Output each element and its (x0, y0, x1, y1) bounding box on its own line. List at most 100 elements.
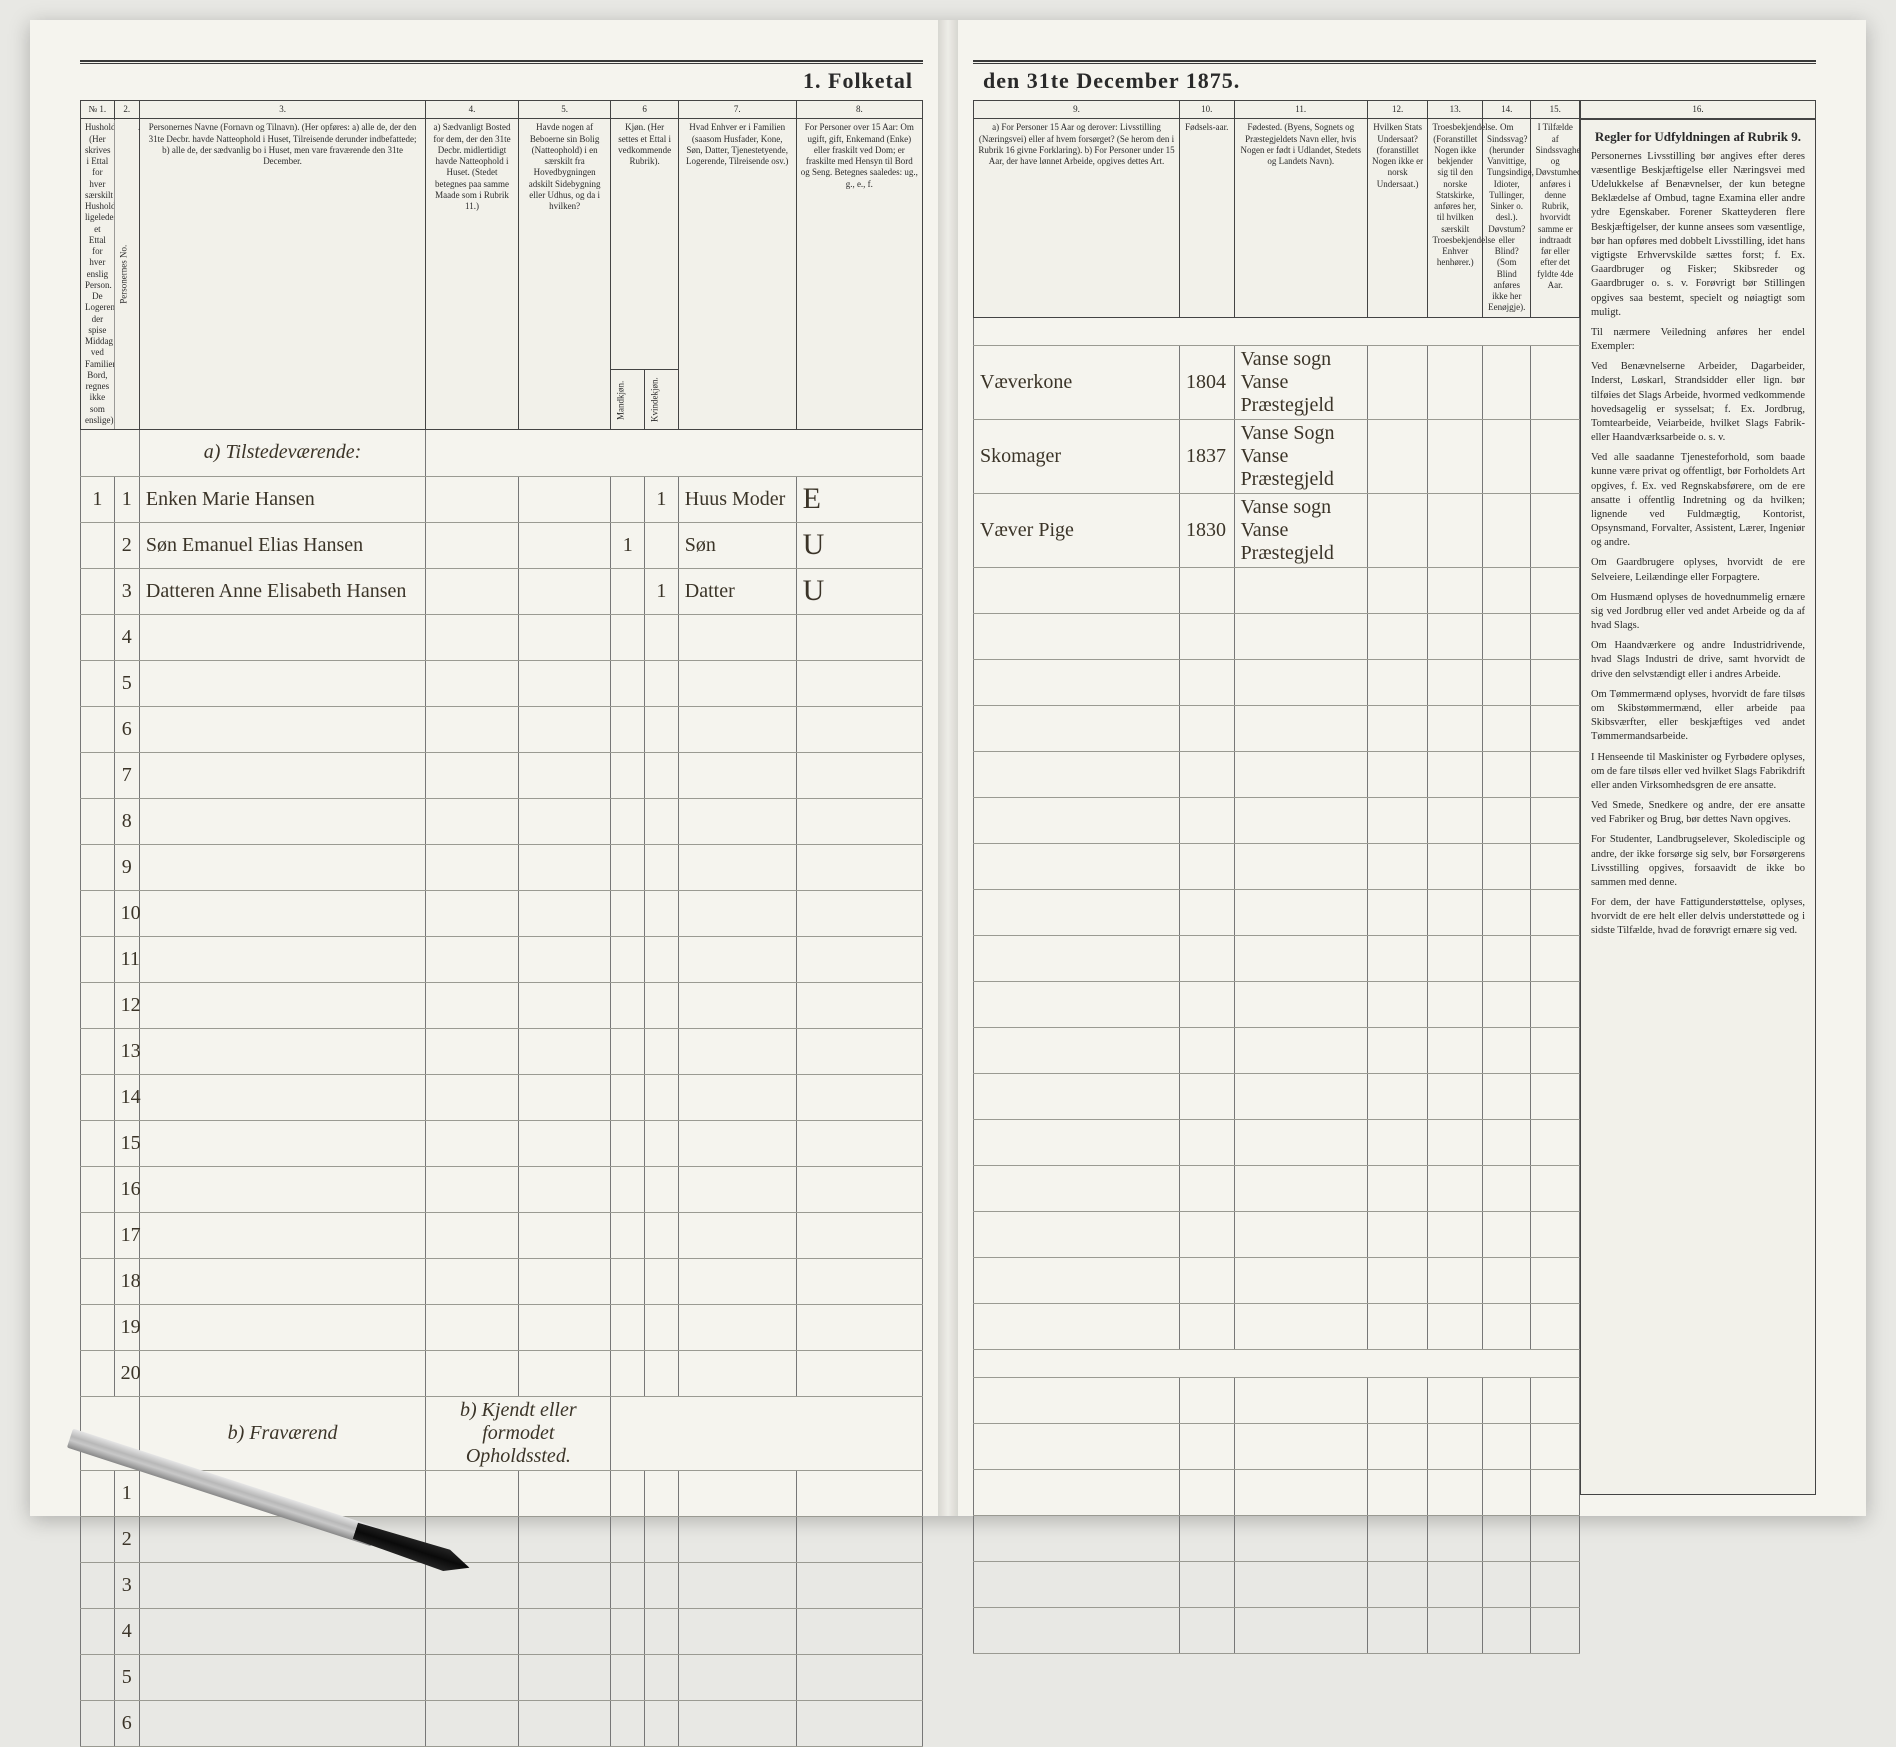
colnum-11: 11. (1234, 101, 1367, 119)
colnum-16: 16. (1580, 101, 1815, 119)
table-row (974, 1212, 1580, 1258)
colnum-8: 8. (796, 101, 922, 119)
head-11: Fødested. (Byens, Sognets og Præstegjeld… (1234, 119, 1367, 317)
section-a: a) Tilstedeværende: (139, 430, 425, 476)
census-ledger: 1. Folketal № 1. 2. 3. 4. 5. 6 7. 8. Hus… (30, 20, 1866, 1516)
book-spine (938, 20, 958, 1516)
instructions-para: I Henseende til Maskinister og Fyrbødere… (1591, 751, 1805, 794)
table-row (974, 1516, 1580, 1562)
table-row: 14 (81, 1074, 923, 1120)
table-row (974, 844, 1580, 890)
table-row: 5 (81, 660, 923, 706)
head-6k: Kvindekjøn. (645, 370, 679, 430)
instructions-para: For dem, der have Fattigunderstøttelse, … (1591, 896, 1805, 939)
instructions-para: Om Gaardbrugere oplyses, hvorvidt de ere… (1591, 556, 1805, 584)
head-12: Hvilken Stats Undersaat? (foranstillet N… (1367, 119, 1428, 317)
right-page: den 31te December 1875. 9. 10. 11. 12. 1… (943, 20, 1866, 1516)
table-row: 9 (81, 844, 923, 890)
table-row (974, 1120, 1580, 1166)
instructions-para: For Studenter, Landbrugselever, Skoledis… (1591, 833, 1805, 890)
table-row (974, 568, 1580, 614)
left-body: a) Tilstedeværende: 11Enken Marie Hansen… (80, 430, 923, 1747)
table-row (974, 1470, 1580, 1516)
colnum-2: 2. (114, 101, 139, 119)
instructions-para: Om Tømmermænd oplyses, hvorvidt de fare … (1591, 688, 1805, 745)
table-row (974, 1074, 1580, 1120)
instructions-para: Ved Benævnelserne Arbeider, Dagarbeider,… (1591, 360, 1805, 445)
table-row: 6 (81, 1700, 923, 1746)
table-row (974, 890, 1580, 936)
table-row (974, 1424, 1580, 1470)
table-row: 11 (81, 936, 923, 982)
head-8: For Personer over 15 Aar: Om ugift, gift… (796, 119, 922, 430)
head-9: a) For Personer 15 Aar og derover: Livss… (974, 119, 1180, 317)
table-row: 2 (81, 1516, 923, 1562)
colnum-4: 4. (426, 101, 519, 119)
right-body: Væverkone1804Vanse sogn Vanse Præstegjel… (973, 318, 1580, 1655)
head-10: Fødsels-aar. (1180, 119, 1235, 317)
table-row: 20 (81, 1350, 923, 1396)
instructions-para: Personernes Livsstilling bør angives eft… (1591, 150, 1805, 320)
table-row: 10 (81, 890, 923, 936)
section-b-col4: b) Kjendt eller formodet Opholdssted. (426, 1396, 611, 1470)
head-5: Havde nogen af Beboerne sin Bolig (Natte… (518, 119, 611, 430)
head-1: Husholdninger. (Her skrives i Ettal for … (81, 119, 115, 430)
head-4: a) Sædvanligt Bosted for dem, der den 31… (426, 119, 519, 430)
table-row: 13 (81, 1028, 923, 1074)
table-row: 8 (81, 798, 923, 844)
table-row: 12 (81, 982, 923, 1028)
table-row: 11Enken Marie Hansen1Huus ModerE (81, 476, 923, 522)
colnum-9: 9. (974, 101, 1180, 119)
colnum-14: 14. (1482, 101, 1530, 119)
colnum-10: 10. (1180, 101, 1235, 119)
table-row (974, 1258, 1580, 1304)
top-rule (80, 60, 923, 64)
head-13: Troesbekjendelse. (Foranstillet Nogen ik… (1428, 119, 1483, 317)
table-row: 7 (81, 752, 923, 798)
table-row: 4 (81, 1608, 923, 1654)
colnum-15: 15. (1531, 101, 1580, 119)
colnum-5: 5. (518, 101, 611, 119)
instructions-para: Om Haandværkere og andre Industridrivend… (1591, 639, 1805, 682)
head-6m: Mandkjøn. (611, 370, 645, 430)
colnum-12: 12. (1367, 101, 1428, 119)
table-row (974, 1166, 1580, 1212)
top-rule-r (973, 60, 1816, 64)
ledger-title-right: den 31te December 1875. (973, 66, 1816, 100)
instructions-para: Til nærmere Veiledning anføres her endel… (1591, 326, 1805, 354)
table-row (974, 660, 1580, 706)
table-row: 6 (81, 706, 923, 752)
colnum-3: 3. (139, 101, 425, 119)
left-header: № 1. 2. 3. 4. 5. 6 7. 8. Husholdninger. … (80, 100, 923, 430)
table-row: 5 (81, 1654, 923, 1700)
colnum-7: 7. (678, 101, 796, 119)
table-row: 18 (81, 1258, 923, 1304)
table-row: 4 (81, 614, 923, 660)
table-row: 2Søn Emanuel Elias Hansen1SønU (81, 522, 923, 568)
table-row: 15 (81, 1120, 923, 1166)
head-2: Personernes No. (114, 119, 139, 430)
table-row (974, 1608, 1580, 1654)
ledger-title-left: 1. Folketal (80, 66, 923, 100)
right-header: 9. 10. 11. 12. 13. 14. 15. a) For Person… (973, 100, 1580, 318)
head-7: Hvad Enhver er i Familien (saasom Husfad… (678, 119, 796, 430)
instructions-para: Ved Smede, Snedkere og andre, der ere an… (1591, 799, 1805, 827)
table-row (974, 1562, 1580, 1608)
head-14: Om Sindssvag? (herunder Vanvittige, Tung… (1482, 119, 1530, 317)
table-row: 3 (81, 1562, 923, 1608)
table-row: Skomager1837Vanse Sogn Vanse Præstegjeld (974, 420, 1580, 494)
colnum-1: № 1. (81, 101, 115, 119)
instructions-para: Ved alle saadanne Tjenesteforhold, som b… (1591, 451, 1805, 550)
table-row: Væver Pige1830Vanse sogn Vanse Præstegje… (974, 494, 1580, 568)
table-row (974, 1304, 1580, 1350)
table-row (974, 752, 1580, 798)
table-row: 19 (81, 1304, 923, 1350)
table-row (974, 936, 1580, 982)
table-row (974, 982, 1580, 1028)
table-row (974, 798, 1580, 844)
instructions-para: Om Husmænd oplyses de hovednummelig ernæ… (1591, 591, 1805, 634)
table-row: 3Datteren Anne Elisabeth Hansen1DatterU (81, 568, 923, 614)
head-6: Kjøn. (Her settes et Ettal i vedkommende… (611, 119, 678, 370)
table-row (974, 706, 1580, 752)
table-row (974, 614, 1580, 660)
